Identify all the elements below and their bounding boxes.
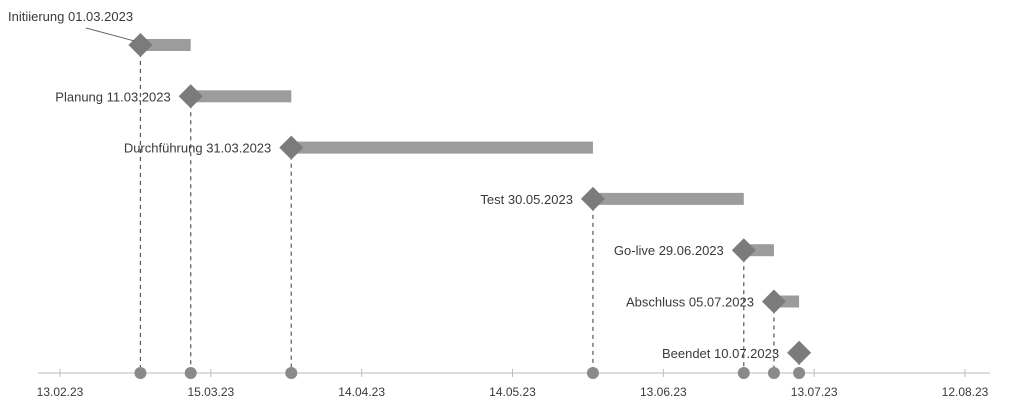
phase-bar [190,90,292,103]
x-tick-label: 13.02.23 [37,385,84,399]
axis-date-marker [184,367,197,379]
milestone-diamond [761,289,786,314]
milestone-diamond [731,238,756,263]
phase-bar [291,141,593,154]
milestone-label: Initiierung 01.03.2023 [8,9,133,24]
milestone-diamond [787,340,812,365]
milestone-diamond [128,33,153,57]
phase-bar [592,192,744,205]
x-tick-label: 14.04.23 [338,385,385,399]
axis-date-marker [767,367,780,379]
milestone-label: Durchführung 31.03.2023 [124,141,271,156]
milestone-diamond [580,186,605,211]
axis-date-marker [586,367,599,379]
phase-bar [140,39,191,51]
milestone-diamond [279,135,304,160]
axis-date-marker [285,367,298,379]
milestone-label: Abschluss 05.07.2023 [626,295,754,310]
x-tick-label: 14.05.23 [489,385,536,399]
x-tick-label: 13.06.23 [640,385,687,399]
milestone-label: Go-live 29.06.2023 [614,243,724,258]
milestone-label: Beendet 10.07.2023 [662,346,779,361]
x-tick-label: 15.03.23 [187,385,234,399]
axis-date-marker [793,367,806,379]
milestone-label: Planung 11.03.2023 [55,89,170,104]
x-tick-label: 12.08.23 [942,385,989,399]
milestone-diamond [178,84,203,109]
label-leader-line [85,27,135,42]
axis-date-marker [737,367,750,379]
axis-date-marker [134,367,147,379]
x-tick-label: 13.07.23 [791,385,838,399]
milestone-label: Test 30.05.2023 [480,192,573,207]
